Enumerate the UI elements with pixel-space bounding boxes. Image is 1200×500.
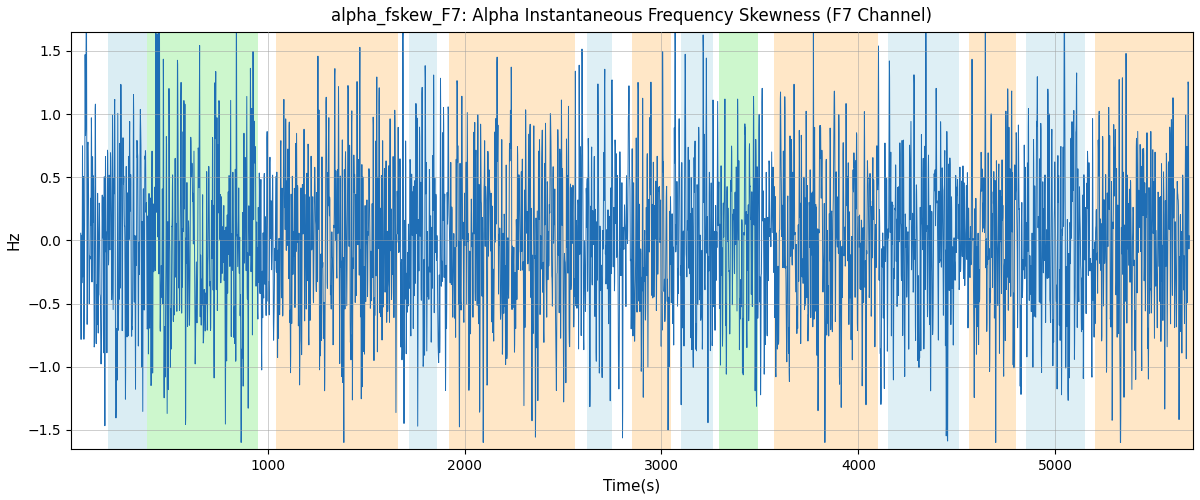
Bar [449,32,575,449]
Bar [276,32,397,449]
Bar [632,32,671,449]
Bar [108,32,146,449]
Y-axis label: Hz: Hz [7,230,22,250]
Bar [146,32,258,449]
Bar [1094,32,1193,449]
Title: alpha_fskew_F7: Alpha Instantaneous Frequency Skewness (F7 Channel): alpha_fskew_F7: Alpha Instantaneous Freq… [331,7,932,25]
Bar [888,32,959,449]
Bar [682,32,713,449]
Bar [774,32,878,449]
Bar [1026,32,1085,449]
Bar [968,32,1016,449]
Bar [409,32,437,449]
Bar [719,32,758,449]
Bar [587,32,612,449]
X-axis label: Time(s): Time(s) [604,478,660,493]
